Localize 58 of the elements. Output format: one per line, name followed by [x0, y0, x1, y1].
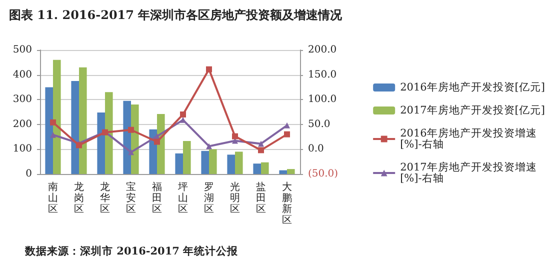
y-tick-label: 500 — [12, 44, 32, 56]
y-tick-label: 0 — [26, 168, 32, 180]
bar — [131, 104, 139, 174]
bar — [45, 87, 53, 174]
bar — [71, 81, 79, 174]
point — [206, 143, 212, 150]
bar — [261, 162, 269, 174]
x-tick-label: 盐田区 — [256, 181, 266, 215]
x-tick-label: 宝安区 — [126, 181, 136, 215]
y-tick-label: 300 — [12, 94, 32, 106]
point — [50, 119, 56, 126]
y2-tick-label: 150.0 — [308, 69, 337, 80]
x-tick-label: 罗湖区 — [204, 182, 214, 215]
y-tick-label: 400 — [12, 69, 32, 80]
bar — [287, 169, 295, 174]
bar — [235, 152, 243, 174]
bar — [227, 154, 235, 174]
y2-tick-label: 100.0 — [308, 94, 337, 106]
point — [258, 147, 264, 154]
point — [284, 131, 290, 138]
x-tick-label: 龙华区 — [100, 181, 110, 215]
legend-label: 2016年房地产开发投资[亿元] — [400, 80, 546, 94]
bar — [253, 164, 261, 174]
y-tick-label: 100 — [12, 144, 32, 155]
bar — [175, 153, 183, 174]
x-tick-label: 龙岗区 — [74, 181, 84, 215]
y-tick-label: 200 — [12, 118, 32, 130]
bar — [201, 150, 209, 174]
x-tick-label: 坪山区 — [177, 181, 188, 215]
point — [206, 66, 212, 72]
bar — [79, 67, 87, 174]
x-tick-label: 福田区 — [152, 181, 162, 215]
y2-tick-label: (50.0) — [308, 168, 338, 180]
bar — [105, 92, 113, 174]
point — [180, 111, 186, 118]
y2-tick-label: 0.0 — [308, 144, 324, 155]
bar — [97, 112, 105, 174]
point — [258, 140, 264, 147]
bar — [53, 60, 61, 174]
bar — [183, 141, 191, 174]
y2-tick-label: 200.0 — [308, 44, 337, 56]
point — [50, 132, 56, 138]
legend-label: 2017年房地产开发投资增速[%]-右轴 — [400, 160, 537, 184]
legend-label: 2017年房地产开发投资[亿元] — [400, 104, 546, 116]
chart-title: 图表 11. 2016-2017 年深圳市各区房地产投资额及增速情况 — [9, 8, 344, 22]
legend-label: 2016年房地产开发投资增速[%]-右轴 — [400, 126, 537, 150]
y2-tick-label: 50.0 — [308, 118, 330, 130]
bar — [279, 170, 287, 174]
x-tick-label: 大鹏新区 — [282, 181, 292, 226]
bar — [209, 149, 217, 174]
point — [284, 122, 290, 128]
x-tick-label: 光明区 — [230, 181, 240, 215]
point — [128, 149, 134, 156]
point — [128, 126, 134, 133]
source-note: 数据来源：深圳市 2016-2017 年统计公报 — [24, 244, 240, 258]
point — [154, 138, 160, 145]
x-tick-label: 南山区 — [48, 181, 58, 215]
point — [232, 133, 238, 140]
